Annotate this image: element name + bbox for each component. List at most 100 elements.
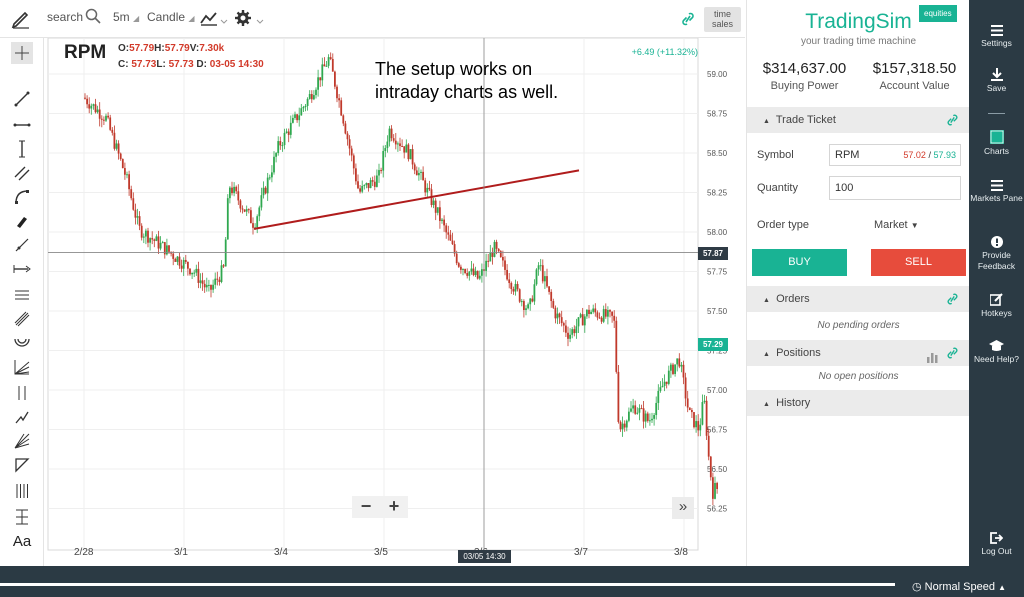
ask-value: 57.93: [933, 150, 956, 160]
horizontal-line-tool-icon[interactable]: [11, 116, 33, 134]
link-icon[interactable]: [682, 12, 694, 31]
candle-body: [86, 98, 88, 105]
candle-body: [405, 144, 408, 153]
sell-button[interactable]: SELL: [871, 249, 966, 276]
symbol-input[interactable]: RPM 57.02 / 57.93: [829, 144, 961, 166]
pencil-icon[interactable]: [10, 7, 32, 34]
zoom-in-button[interactable]: +: [388, 496, 400, 516]
speed-select[interactable]: ◷ Normal Speed ▲: [912, 580, 1006, 593]
quantity-input[interactable]: 100: [829, 176, 961, 200]
sidebar-item-hotkeys[interactable]: Hotkeys: [969, 293, 1024, 319]
candle-body: [600, 317, 603, 322]
candle-body: [539, 265, 542, 267]
playback-progress[interactable]: [0, 583, 895, 586]
order-type-select[interactable]: Market ▼: [874, 219, 919, 231]
candle-body: [688, 407, 691, 410]
candle-body: [649, 420, 651, 422]
candle-body: [369, 180, 372, 189]
sidebar-item-logout[interactable]: Log Out: [969, 532, 1024, 557]
orders-header[interactable]: ▲ Orders: [747, 286, 970, 312]
zoom-out-button[interactable]: −: [360, 496, 372, 516]
candle-body: [220, 265, 223, 282]
chart-style-select[interactable]: Candle ◢: [147, 10, 195, 24]
bar-chart-icon[interactable]: [926, 347, 938, 373]
sidebar-item-settings[interactable]: Settings: [969, 25, 1024, 49]
chart-canvas[interactable]: 59.0058.7558.5058.2558.0057.7557.5057.25…: [44, 38, 745, 566]
vertical-lines-tool-icon[interactable]: [11, 384, 33, 402]
y-tick-label: 57.75: [707, 268, 728, 277]
link-icon[interactable]: [947, 107, 958, 136]
candle-body: [237, 191, 240, 201]
cycle-lines-tool-icon[interactable]: [11, 482, 33, 500]
search-icon[interactable]: [85, 8, 101, 29]
candle-body: [187, 261, 189, 269]
channel-tool-icon[interactable]: [11, 164, 33, 182]
candle-body: [327, 57, 330, 66]
candle-body: [376, 175, 378, 187]
sidebar-item-charts[interactable]: Charts: [969, 130, 1024, 157]
candle-body: [573, 329, 576, 334]
triangle-tool-icon[interactable]: [11, 456, 33, 474]
history-header[interactable]: ▲ History: [747, 390, 970, 416]
download-icon: [990, 68, 1003, 81]
gann-fan-tool-icon[interactable]: [11, 432, 33, 450]
candle-body: [178, 256, 181, 266]
time-sales-button[interactable]: time sales: [704, 7, 741, 32]
buying-power-value: $314,637.00: [762, 60, 847, 77]
candle-body: [661, 385, 664, 388]
candle-body: [556, 313, 559, 319]
candle-body: [523, 301, 525, 311]
trade-ticket-header[interactable]: ▲ Trade Ticket: [747, 107, 970, 133]
fib-fan-tool-icon[interactable]: [11, 358, 33, 376]
curve-tool-icon[interactable]: [11, 188, 33, 206]
zigzag-tool-icon[interactable]: [11, 408, 33, 426]
equities-badge[interactable]: equities: [919, 5, 957, 22]
speed-label: Normal Speed: [924, 581, 995, 593]
parallel-lines-tool-icon[interactable]: [11, 286, 33, 304]
candle-body: [319, 77, 322, 81]
indicators-icon[interactable]: [200, 10, 228, 33]
candle-body: [247, 209, 250, 211]
sidebar-item-feedback[interactable]: Provide Feedback: [969, 236, 1024, 272]
interval-select[interactable]: 5m ◢: [113, 10, 139, 24]
candle-body: [571, 329, 574, 335]
trade-ticket-label: Trade Ticket: [775, 114, 836, 126]
trendline-tool-icon[interactable]: [11, 90, 33, 108]
measure-tool-icon[interactable]: [11, 260, 33, 278]
text-tool-icon[interactable]: Aa: [12, 532, 32, 550]
buy-button[interactable]: BUY: [752, 249, 847, 276]
plot-area: [47, 38, 699, 551]
pitchfork-tool-icon[interactable]: [11, 310, 33, 328]
open-value: 57.79: [129, 43, 155, 54]
search-label[interactable]: search: [47, 10, 84, 24]
candle-body: [239, 200, 242, 209]
x-tick-label: 3/1: [174, 547, 188, 558]
sidebar-item-label: Need Help?: [974, 354, 1019, 364]
crosshair-tool-icon[interactable]: [11, 42, 33, 64]
scroll-to-latest-button[interactable]: »: [672, 497, 694, 519]
sidebar-item-help[interactable]: Need Help?: [969, 340, 1024, 365]
candle-body: [193, 272, 196, 274]
arc-tool-icon[interactable]: [11, 334, 33, 352]
vertical-line-tool-icon[interactable]: [11, 140, 33, 158]
candle-body: [145, 230, 147, 237]
ray-tool-icon[interactable]: [11, 236, 33, 254]
candle-body: [119, 153, 122, 160]
volume-label: V:: [189, 43, 200, 54]
positions-header[interactable]: ▲ Positions: [747, 340, 970, 366]
candle-body: [113, 132, 116, 149]
brush-tool-icon[interactable]: [11, 212, 33, 230]
candle-body: [321, 64, 324, 81]
sidebar-item-markets-pane[interactable]: Markets Pane: [969, 180, 1024, 204]
candle-body: [218, 279, 221, 282]
candle-body: [205, 284, 208, 288]
link-icon[interactable]: [947, 286, 958, 315]
candle-body: [586, 309, 588, 317]
gear-icon[interactable]: [235, 10, 265, 33]
candle-body: [159, 242, 162, 249]
sidebar-item-save[interactable]: Save: [969, 68, 1024, 94]
price-chart[interactable]: 59.0058.7558.5058.2558.0057.7557.5057.25…: [44, 38, 745, 566]
price-range-tool-icon[interactable]: [11, 508, 33, 526]
link-icon[interactable]: [947, 340, 958, 369]
